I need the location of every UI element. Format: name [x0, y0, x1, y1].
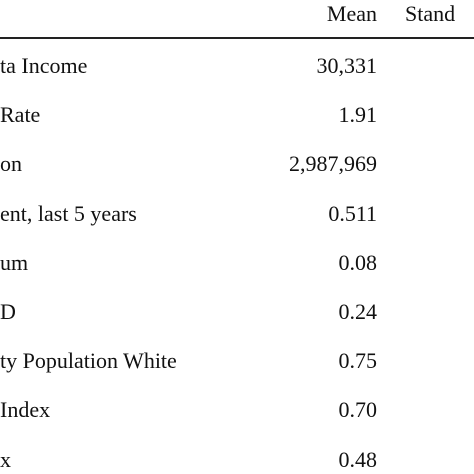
row-label: on: [0, 151, 22, 177]
row-label: D: [0, 299, 16, 324]
column-header: Stand: [405, 1, 456, 26]
header-rule: [0, 37, 474, 39]
row-label: ta Income: [0, 53, 88, 78]
row-label: ent, last 5 years: [0, 200, 137, 226]
mean-value: 0.511: [328, 200, 377, 226]
mean-value: 0.75: [338, 348, 378, 374]
row-label: Rate: [0, 102, 41, 128]
mean-value: 0.70: [338, 397, 378, 423]
row-label: x: [0, 446, 11, 472]
mean-value: 30,331: [316, 53, 378, 78]
mean-value: 2,987,969: [289, 151, 377, 177]
mean-value: 0.48: [338, 446, 378, 472]
row-label: Index: [0, 397, 51, 423]
mean-value: 0.08: [338, 249, 378, 275]
mean-value: 0.24: [338, 299, 378, 324]
row-label: um: [0, 249, 29, 275]
mean-value: 1.91: [338, 102, 378, 128]
column-header: Mean: [326, 1, 377, 26]
row-label: ty Population White: [0, 348, 177, 374]
